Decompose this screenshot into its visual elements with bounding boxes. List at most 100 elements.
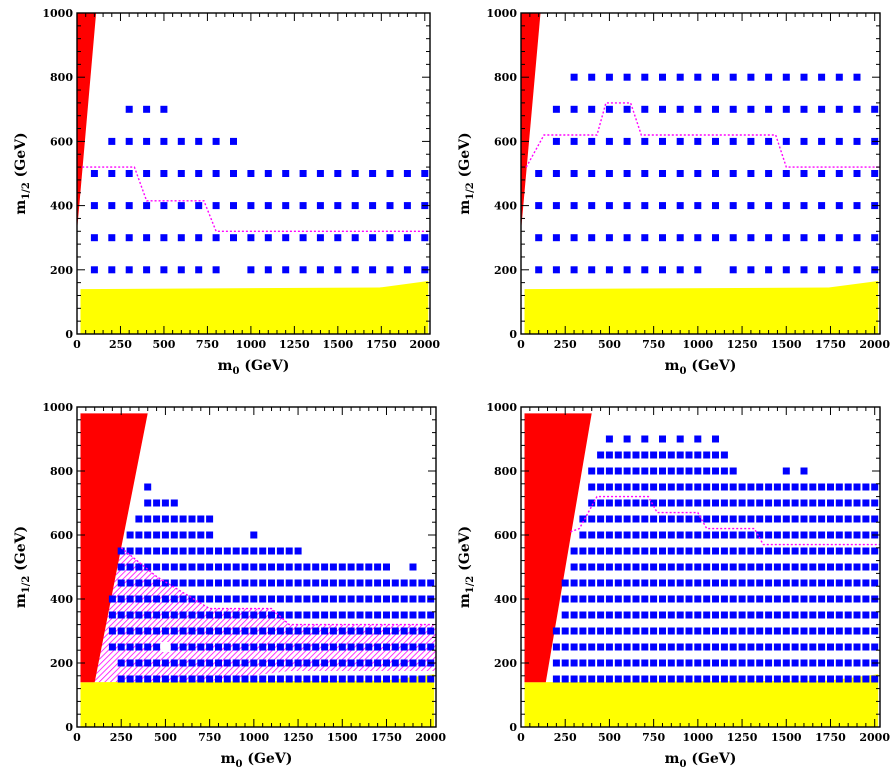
sample-point	[835, 234, 843, 242]
x-axis-title-main: m	[221, 751, 236, 767]
sample-point	[632, 451, 640, 459]
sample-point	[170, 659, 178, 667]
sample-point	[800, 627, 808, 635]
sample-point	[694, 675, 702, 683]
sample-point	[703, 659, 711, 667]
sample-point	[738, 547, 746, 555]
sample-point	[215, 627, 222, 635]
sample-point	[241, 611, 249, 619]
sample-point	[232, 659, 240, 667]
sample-point	[738, 627, 746, 635]
sample-point	[782, 627, 790, 635]
x-axis-title-sub: 0	[680, 759, 687, 770]
sample-point	[264, 234, 272, 242]
sample-point	[685, 579, 693, 587]
sample-point	[351, 266, 359, 274]
y-axis-title: m1/2 (GeV)	[457, 526, 476, 608]
sample-point	[579, 595, 587, 603]
sample-point	[729, 643, 737, 651]
sample-point	[782, 563, 790, 571]
sample-point	[400, 659, 408, 667]
sample-point	[650, 483, 658, 491]
sample-point	[276, 659, 284, 667]
sample-point	[126, 547, 134, 555]
sample-point	[597, 643, 605, 651]
sample-point	[862, 563, 870, 571]
sample-point	[827, 595, 834, 603]
sample-point	[179, 595, 187, 603]
sample-point	[712, 483, 719, 491]
sample-point	[282, 234, 290, 242]
sample-point	[588, 467, 596, 475]
sample-point	[250, 547, 258, 555]
sample-point	[641, 435, 649, 443]
sample-point	[685, 659, 693, 667]
sample-point	[276, 595, 284, 603]
sample-point	[212, 137, 220, 145]
sample-point	[403, 202, 411, 210]
sample-point	[676, 451, 684, 459]
sample-point	[871, 563, 879, 571]
sample-point	[623, 627, 631, 635]
y-axis-title-unit: (GeV)	[457, 526, 473, 576]
sample-point	[383, 563, 390, 571]
sample-point	[347, 595, 355, 603]
sample-point	[160, 234, 168, 242]
plot-area	[524, 413, 880, 727]
sample-point	[144, 627, 152, 635]
sample-point	[623, 611, 631, 619]
sample-point	[623, 563, 631, 571]
sample-point	[90, 170, 98, 177]
sample-point	[597, 675, 605, 683]
sample-point	[641, 547, 649, 555]
sample-point	[694, 467, 702, 475]
sample-point	[223, 675, 231, 683]
sample-point	[276, 579, 284, 587]
sample-point	[720, 467, 728, 475]
sample-point	[667, 483, 675, 491]
red-excluded-region	[77, 13, 97, 232]
sample-point	[632, 483, 640, 491]
x-axis-title-unit: (GeV)	[686, 751, 736, 767]
sample-point	[321, 579, 329, 587]
sample-point	[427, 675, 435, 683]
sample-point	[791, 595, 799, 603]
sample-point	[756, 611, 764, 619]
sample-point	[756, 627, 764, 635]
sample-point	[303, 611, 311, 619]
sample-point	[641, 170, 649, 177]
sample-point	[614, 643, 622, 651]
sample-point	[835, 499, 843, 507]
sample-point	[632, 547, 640, 555]
sample-point	[570, 170, 578, 177]
sample-point	[250, 675, 258, 683]
sample-point	[561, 675, 569, 683]
sample-point	[747, 595, 755, 603]
sample-point	[773, 659, 781, 667]
sample-point	[818, 73, 826, 81]
sample-point	[294, 611, 302, 619]
sample-point	[871, 611, 879, 619]
sample-point	[400, 627, 408, 635]
sample-point	[791, 563, 799, 571]
sample-point	[694, 483, 702, 491]
sample-point	[694, 499, 702, 507]
sample-point	[285, 595, 293, 603]
sample-point	[605, 202, 613, 210]
sample-point	[108, 170, 116, 177]
sample-point	[329, 627, 337, 635]
sample-point	[729, 105, 737, 113]
x-tick-label: 250	[554, 731, 577, 744]
sample-point	[765, 170, 773, 177]
sample-point	[312, 595, 320, 603]
sample-point	[259, 595, 267, 603]
sample-point	[835, 73, 843, 81]
sample-point	[623, 579, 631, 587]
sample-point	[827, 611, 834, 619]
y-axis-title: m1/2 (GeV)	[13, 132, 32, 214]
sample-point	[694, 611, 702, 619]
sample-point	[623, 467, 631, 475]
sample-point	[153, 499, 161, 507]
sample-point	[650, 611, 658, 619]
sample-point	[667, 659, 675, 667]
